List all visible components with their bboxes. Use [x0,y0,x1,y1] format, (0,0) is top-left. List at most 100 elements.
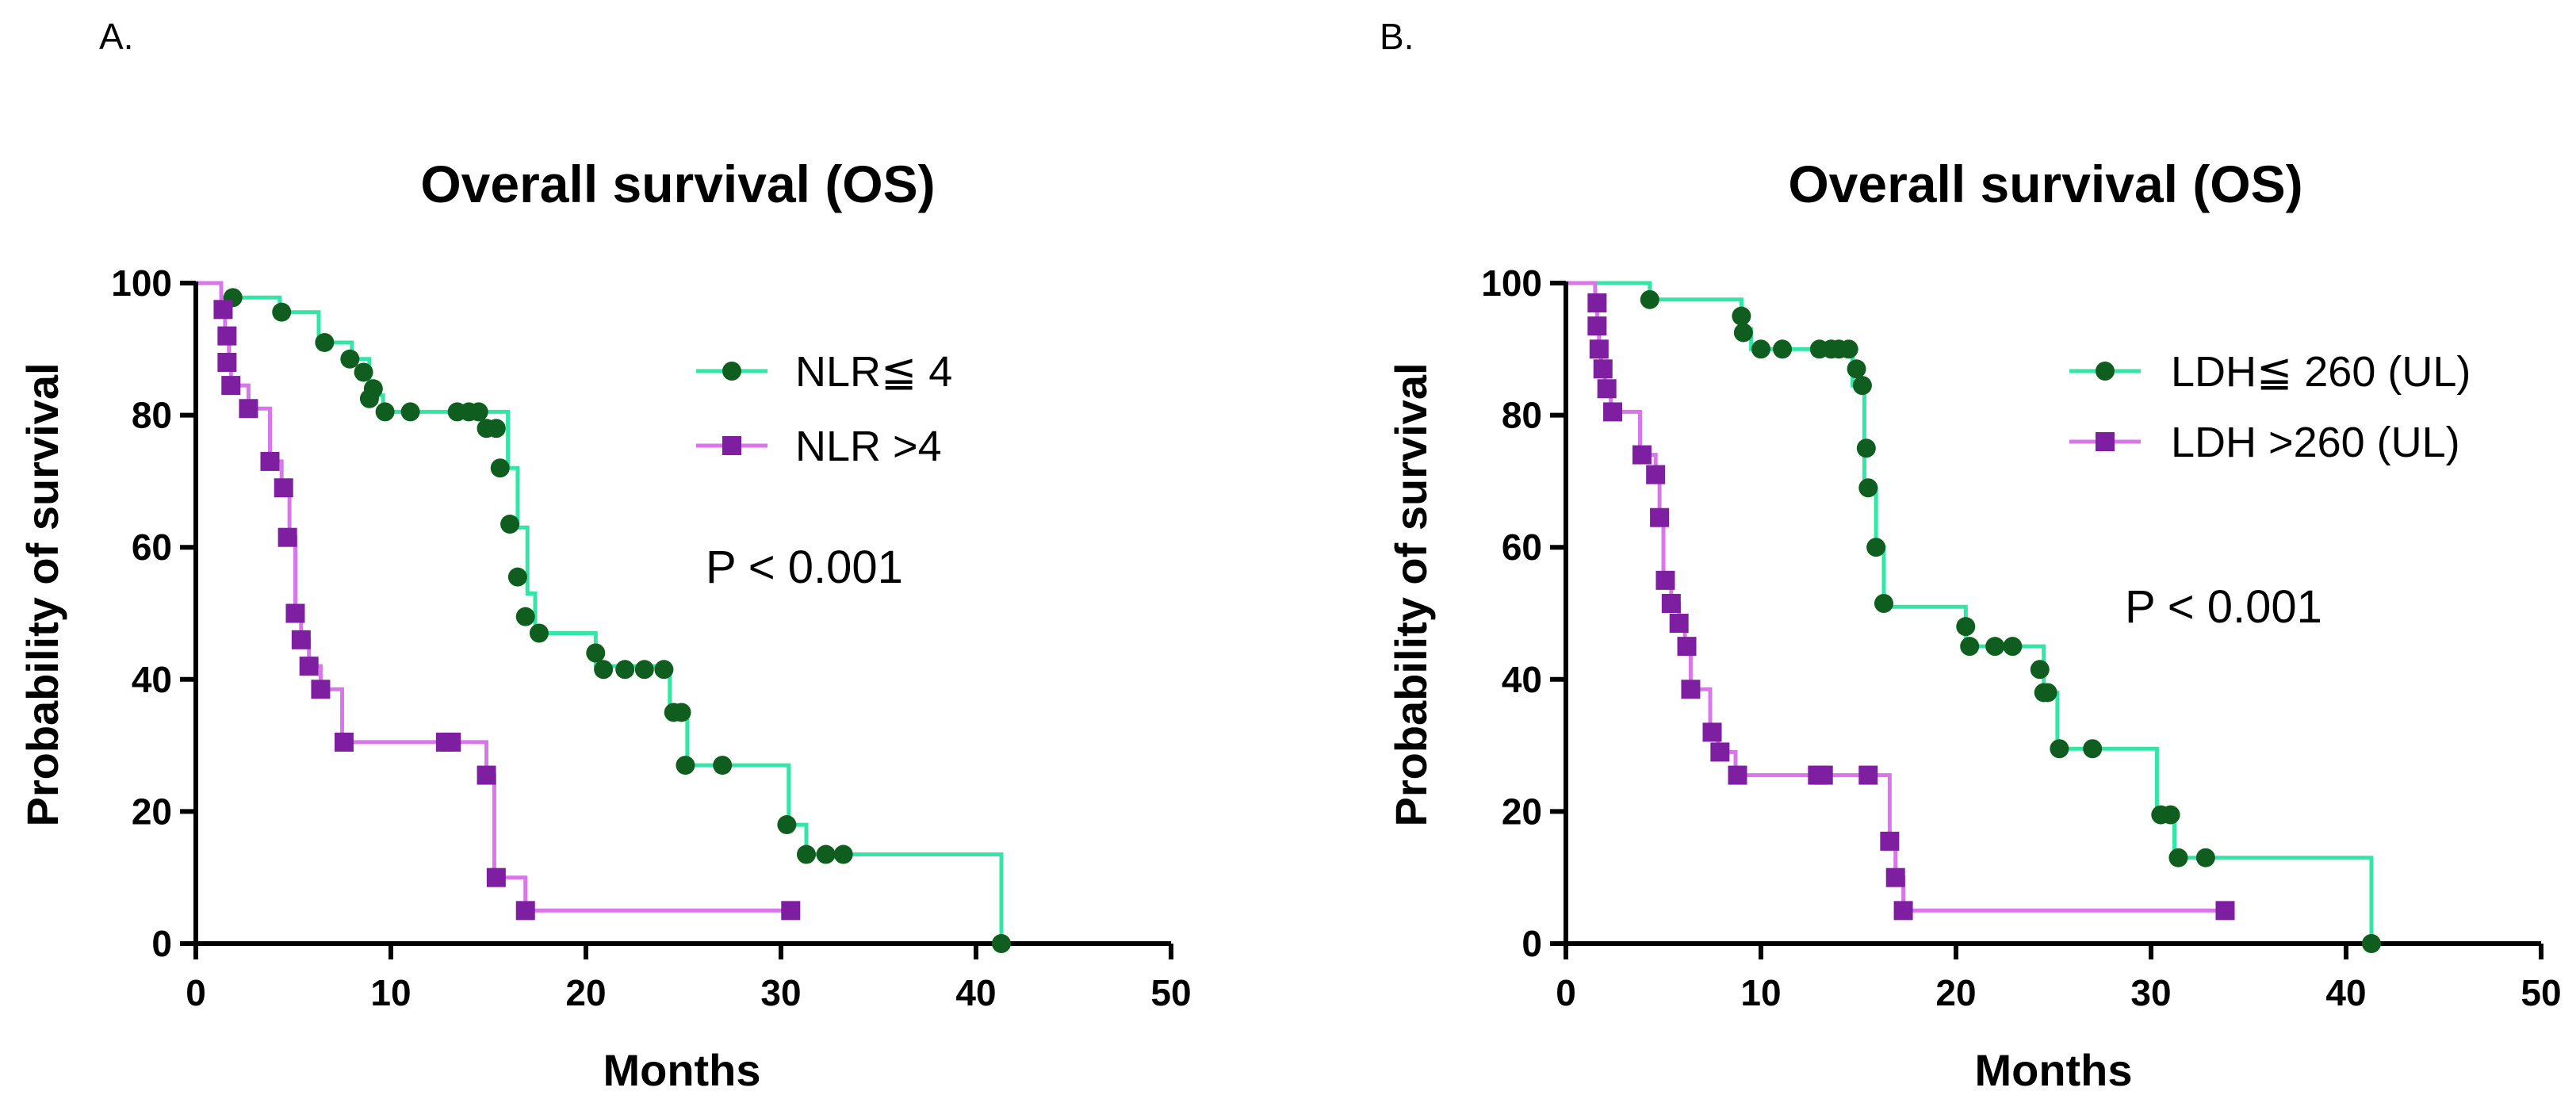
y-tick-label: 100 [1481,262,1542,304]
marker-low [816,844,836,864]
legend-label-low: LDH≦ 260 (UL) [2171,348,2471,396]
x-tick-label: 20 [565,972,606,1013]
marker-low [2050,739,2069,759]
marker-high [1655,570,1675,590]
marker-low [2038,683,2057,703]
chart-title: Overall survival (OS) [420,155,935,213]
marker-low [2161,805,2180,825]
marker-low [1733,323,1753,343]
marker-low [315,332,335,352]
marker-high [781,901,801,921]
y-tick-label: 0 [1521,923,1542,964]
x-tick-label: 0 [1556,972,1576,1013]
marker-high [311,680,331,699]
y-tick-label: 60 [132,527,172,568]
marker-high [217,352,237,372]
marker-high [442,732,461,752]
marker-low [1847,359,1866,379]
x-tick-label: 10 [1740,972,1781,1013]
marker-high [1661,594,1681,614]
marker-high [334,732,354,752]
marker-high [1885,867,1905,887]
marker-high [274,478,293,498]
marker-low [1640,289,1659,309]
x-tick-label: 0 [186,972,206,1013]
marker-low [2168,848,2188,867]
marker-high [285,603,305,623]
marker-low [777,815,797,835]
marker-low [654,660,674,680]
marker-high [477,765,496,785]
marker-low [2361,934,2381,953]
plot-area: 0 20 40 60 80 100 0 10 20 30 40 50 [111,262,1191,1013]
y-tick-label: 20 [132,791,172,832]
legend-marker-high [722,436,741,455]
marker-high [278,527,297,547]
legend-marker-low [2096,362,2115,381]
x-tick-label: 30 [760,972,801,1013]
y-axis-label: Probability of survival [1386,362,1436,826]
marker-low [400,402,420,422]
marker-low [1852,376,1872,396]
marker-high [1681,680,1701,699]
marker-low [586,643,606,663]
x-tick-label: 20 [1935,972,1976,1013]
x-tick-label: 30 [2130,972,2171,1013]
legend-marker-low [722,362,741,381]
marker-high [260,451,280,471]
marker-high [1813,765,1833,785]
marker-low [991,934,1011,953]
marker-high [1593,359,1613,379]
marker-high [239,399,258,419]
legend-label-low: NLR≦ 4 [795,348,952,396]
marker-low [469,402,488,422]
marker-high [291,630,311,649]
marker-low [672,703,691,722]
marker-high [1597,379,1617,399]
x-tick-label: 50 [1150,972,1191,1013]
marker-low [490,458,510,478]
panel-letter: B. [1380,16,1414,57]
y-axis-label: Probability of survival [17,362,67,826]
marker-high [213,300,233,320]
marker-high [515,901,535,921]
marker-low [1985,637,2005,657]
marker-low [486,419,506,438]
marker-low [354,362,373,382]
marker-low [340,349,360,369]
marker-high [1702,722,1722,742]
marker-low [594,660,614,680]
panel-letter: A. [99,16,133,57]
marker-low [1732,306,1751,326]
marker-low [507,567,527,587]
marker-low [1874,594,1893,614]
marker-low [713,756,733,775]
marker-low [272,302,292,322]
marker-low [500,515,520,534]
marker-high [217,326,237,346]
y-tick-label: 40 [1502,659,1542,700]
legend-marker-high [2096,432,2115,451]
marker-low [833,844,853,864]
series-line-high [196,281,791,913]
legend: LDH≦ 260 (UL) LDH >260 (UL) [2069,348,2471,466]
legend-label-high: LDH >260 (UL) [2171,419,2460,466]
marker-high [1650,507,1670,527]
marker-low [1858,478,1878,498]
marker-high [1587,293,1607,312]
p-value-annotation: P < 0.001 [706,542,903,593]
marker-low [615,660,635,680]
marker-low [2030,660,2050,680]
marker-low [1956,617,1976,637]
marker-low [2003,637,2023,657]
panel-b: B. Overall survival (OS) Probability of … [1380,16,2562,1095]
marker-high [1669,613,1689,633]
marker-high [1728,765,1747,785]
marker-high [1646,465,1666,484]
y-tick-label: 20 [1502,791,1542,832]
marker-low [359,389,379,408]
marker-high [299,657,319,676]
marker-high [1858,765,1878,785]
y-tick-label: 100 [111,262,172,304]
p-value-annotation: P < 0.001 [2125,581,2322,633]
